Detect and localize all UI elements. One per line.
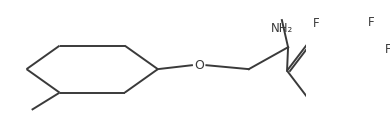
Text: O: O (194, 59, 204, 72)
Text: NH₂: NH₂ (271, 22, 293, 35)
Text: F: F (367, 16, 374, 29)
Text: F: F (385, 43, 390, 56)
Text: F: F (313, 17, 319, 30)
